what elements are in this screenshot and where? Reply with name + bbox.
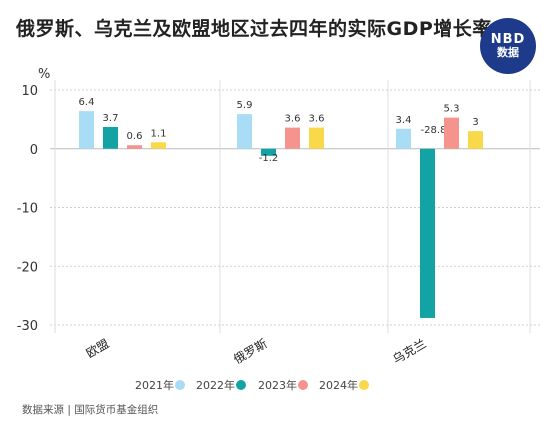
legend-swatch bbox=[298, 380, 308, 390]
bar bbox=[396, 128, 411, 149]
category-label: 乌克兰 bbox=[390, 336, 429, 367]
legend-swatch bbox=[236, 380, 246, 390]
legend-label: 2022年 bbox=[196, 378, 235, 392]
data-label: 1.1 bbox=[151, 128, 167, 139]
data-label: 3.7 bbox=[103, 113, 119, 124]
data-label: -28.8 bbox=[421, 125, 447, 136]
y-tick-label: 10 bbox=[21, 84, 38, 99]
y-tick-label: -20 bbox=[17, 260, 38, 275]
y-tick-label: 0 bbox=[30, 143, 38, 158]
y-axis-unit: % bbox=[38, 67, 50, 82]
bar bbox=[285, 127, 300, 149]
bar bbox=[309, 127, 324, 149]
bar bbox=[261, 148, 276, 156]
bar bbox=[237, 114, 252, 149]
y-tick-label: -10 bbox=[17, 202, 38, 217]
legend-swatch bbox=[175, 380, 185, 390]
bar bbox=[151, 142, 166, 149]
chart-title: 俄罗斯、乌克兰及欧盟地区过去四年的实际GDP增长率 bbox=[16, 18, 492, 40]
legend-swatch bbox=[359, 380, 369, 390]
data-label: 0.6 bbox=[127, 131, 143, 142]
data-label: -1.2 bbox=[259, 153, 279, 164]
category-label: 俄罗斯 bbox=[231, 336, 269, 366]
data-label: 6.4 bbox=[79, 97, 95, 108]
bar bbox=[103, 127, 118, 149]
data-label: 5.3 bbox=[444, 104, 460, 115]
legend-label: 2024年 bbox=[319, 378, 358, 392]
category-label: 欧盟 bbox=[84, 336, 112, 360]
source-note: 数据来源 | 国际货币基金组织 bbox=[22, 404, 159, 416]
y-tick-label: -30 bbox=[17, 319, 38, 334]
data-label: 3.4 bbox=[396, 115, 412, 126]
logo-text-nbd: NBD bbox=[490, 31, 526, 47]
bar bbox=[420, 148, 435, 318]
bar bbox=[444, 117, 459, 149]
legend-label: 2021年 bbox=[135, 378, 174, 392]
bar bbox=[468, 131, 483, 149]
data-label: 5.9 bbox=[237, 100, 253, 111]
legend-label: 2023年 bbox=[258, 378, 297, 392]
data-label: 3.6 bbox=[285, 114, 301, 125]
logo-text-data: 数据 bbox=[497, 46, 519, 60]
bar bbox=[79, 111, 94, 149]
data-label: 3 bbox=[472, 117, 478, 128]
bar bbox=[127, 145, 142, 149]
nbd-logo: NBD 数据 bbox=[480, 18, 536, 74]
data-label: 3.6 bbox=[309, 114, 325, 125]
